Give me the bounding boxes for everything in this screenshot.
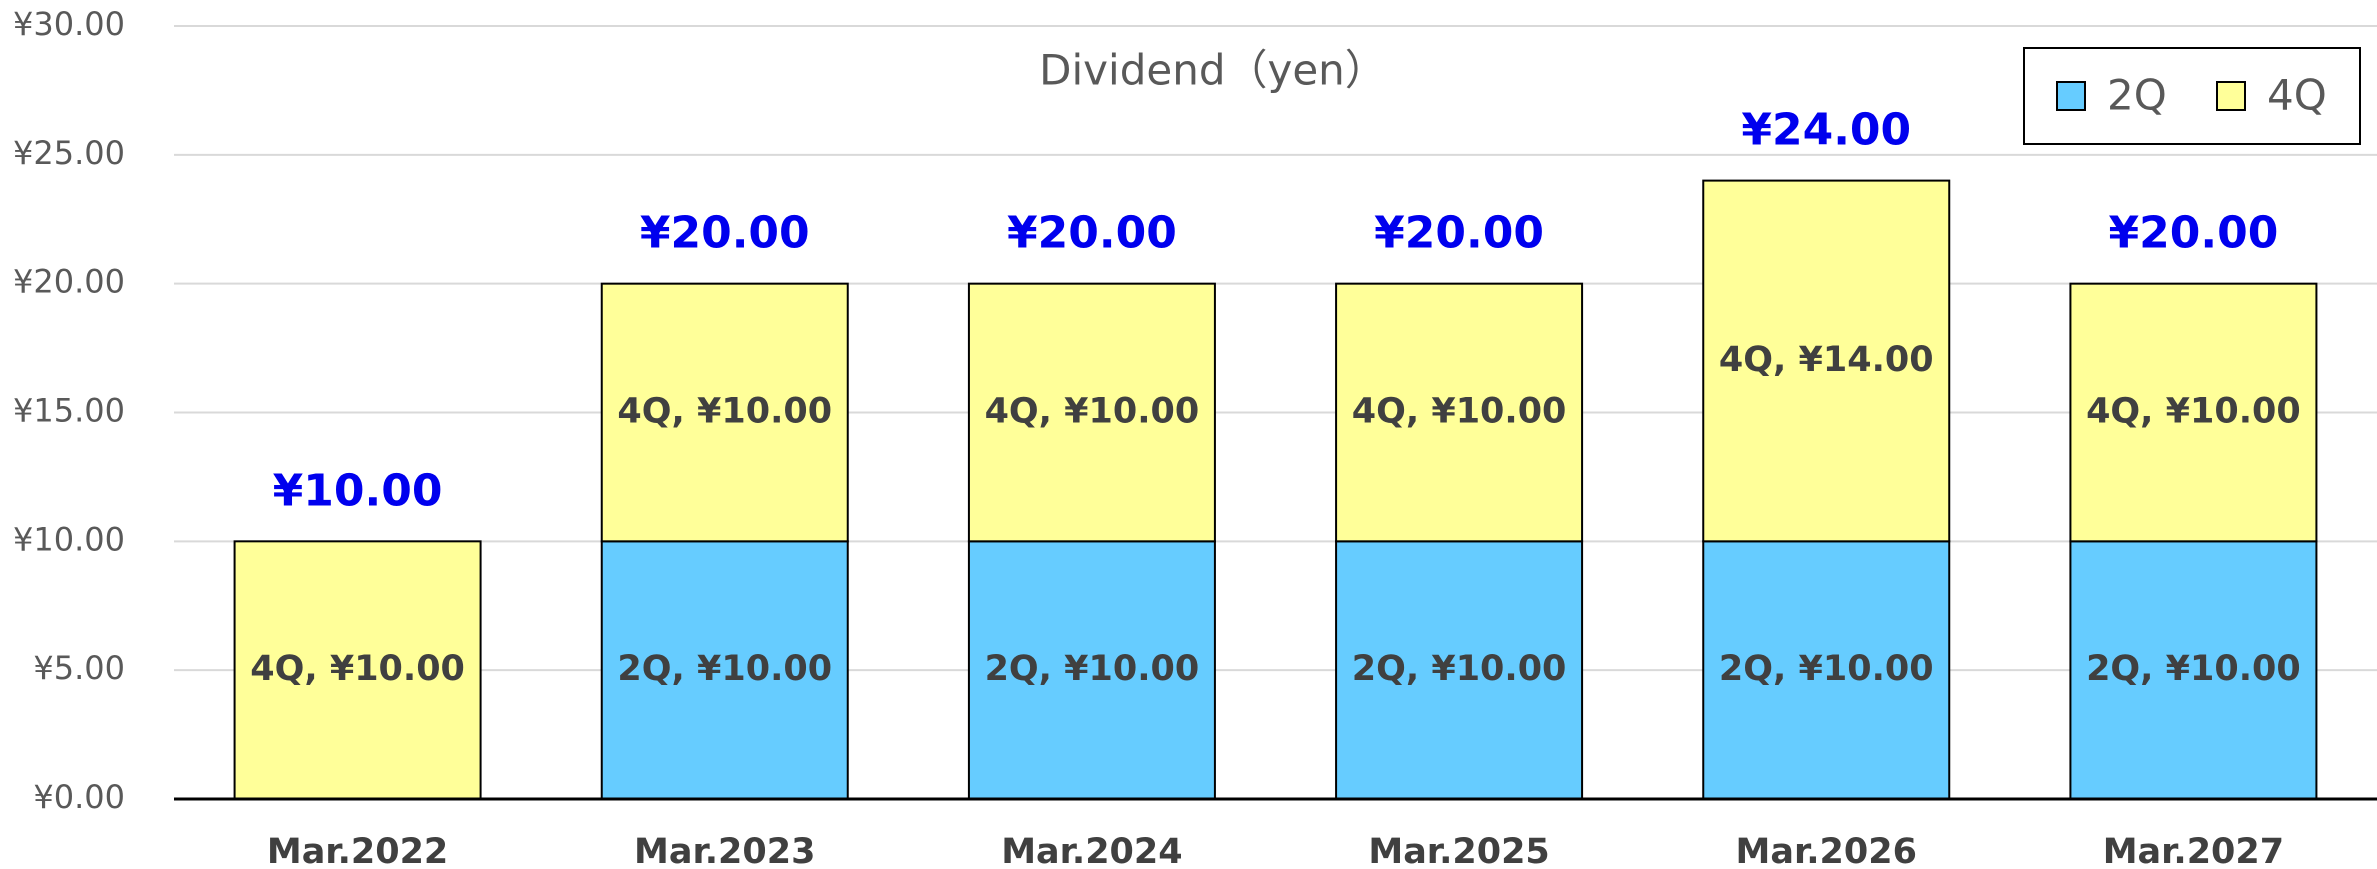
x-tick-label: Mar.2025: [1368, 832, 1549, 869]
x-tick-label: Mar.2024: [1001, 832, 1182, 869]
y-tick-label: ¥0.00: [33, 778, 125, 816]
segment-label: 2Q, ¥10.00: [985, 649, 1200, 689]
x-tick-label: Mar.2027: [2103, 832, 2284, 869]
segment-label: 2Q, ¥10.00: [1719, 649, 1934, 689]
legend: 2Q 4Q: [2023, 47, 2361, 145]
total-label: ¥24.00: [1741, 105, 1911, 156]
segment-label: 4Q, ¥10.00: [617, 392, 832, 432]
bar-segment: [967, 282, 1216, 543]
segment-label: 2Q, ¥10.00: [2086, 649, 2301, 689]
x-tick-label: Mar.2023: [634, 832, 815, 869]
y-tick-label: ¥10.00: [13, 520, 125, 558]
total-label: ¥20.00: [2109, 208, 2279, 259]
segment-label: 4Q, ¥10.00: [2086, 392, 2301, 432]
chart-title: Dividend（yen）: [1039, 46, 1387, 95]
segment-label: 4Q, ¥10.00: [1352, 392, 1567, 432]
segment-label: 4Q, ¥10.00: [985, 392, 1200, 432]
bar-segment: [600, 282, 849, 543]
bar-segment: [2069, 282, 2318, 543]
total-label: ¥10.00: [273, 465, 443, 516]
legend-label: 4Q: [2267, 71, 2327, 120]
total-label: ¥20.00: [640, 208, 810, 259]
segment-label: 4Q, ¥14.00: [1719, 340, 1934, 380]
total-label: ¥20.00: [1007, 208, 1177, 259]
x-tick-label: Mar.2026: [1736, 832, 1917, 869]
legend-label: 2Q: [2107, 71, 2167, 120]
y-tick-label: ¥15.00: [13, 392, 125, 430]
bar-segment: [1702, 540, 1951, 800]
y-tick-label: ¥30.00: [13, 5, 125, 43]
segment-label: 2Q, ¥10.00: [1352, 649, 1567, 689]
legend-swatch: [2056, 81, 2086, 111]
x-tick-label: Mar.2022: [267, 832, 448, 869]
y-tick-label: ¥5.00: [33, 649, 125, 687]
y-tick-label: ¥25.00: [13, 134, 125, 172]
total-label: ¥20.00: [1374, 208, 1544, 259]
segment-label: 4Q, ¥10.00: [250, 649, 465, 689]
bar-segment: [600, 540, 849, 800]
segment-label: 2Q, ¥10.00: [617, 649, 832, 689]
bar-segment: [2069, 540, 2318, 800]
bar-segment: [1335, 540, 1584, 800]
legend-swatch: [2216, 81, 2246, 111]
bar-segment: [1702, 179, 1951, 543]
y-tick-label: ¥20.00: [13, 263, 125, 301]
bar-segment: [1335, 282, 1584, 543]
